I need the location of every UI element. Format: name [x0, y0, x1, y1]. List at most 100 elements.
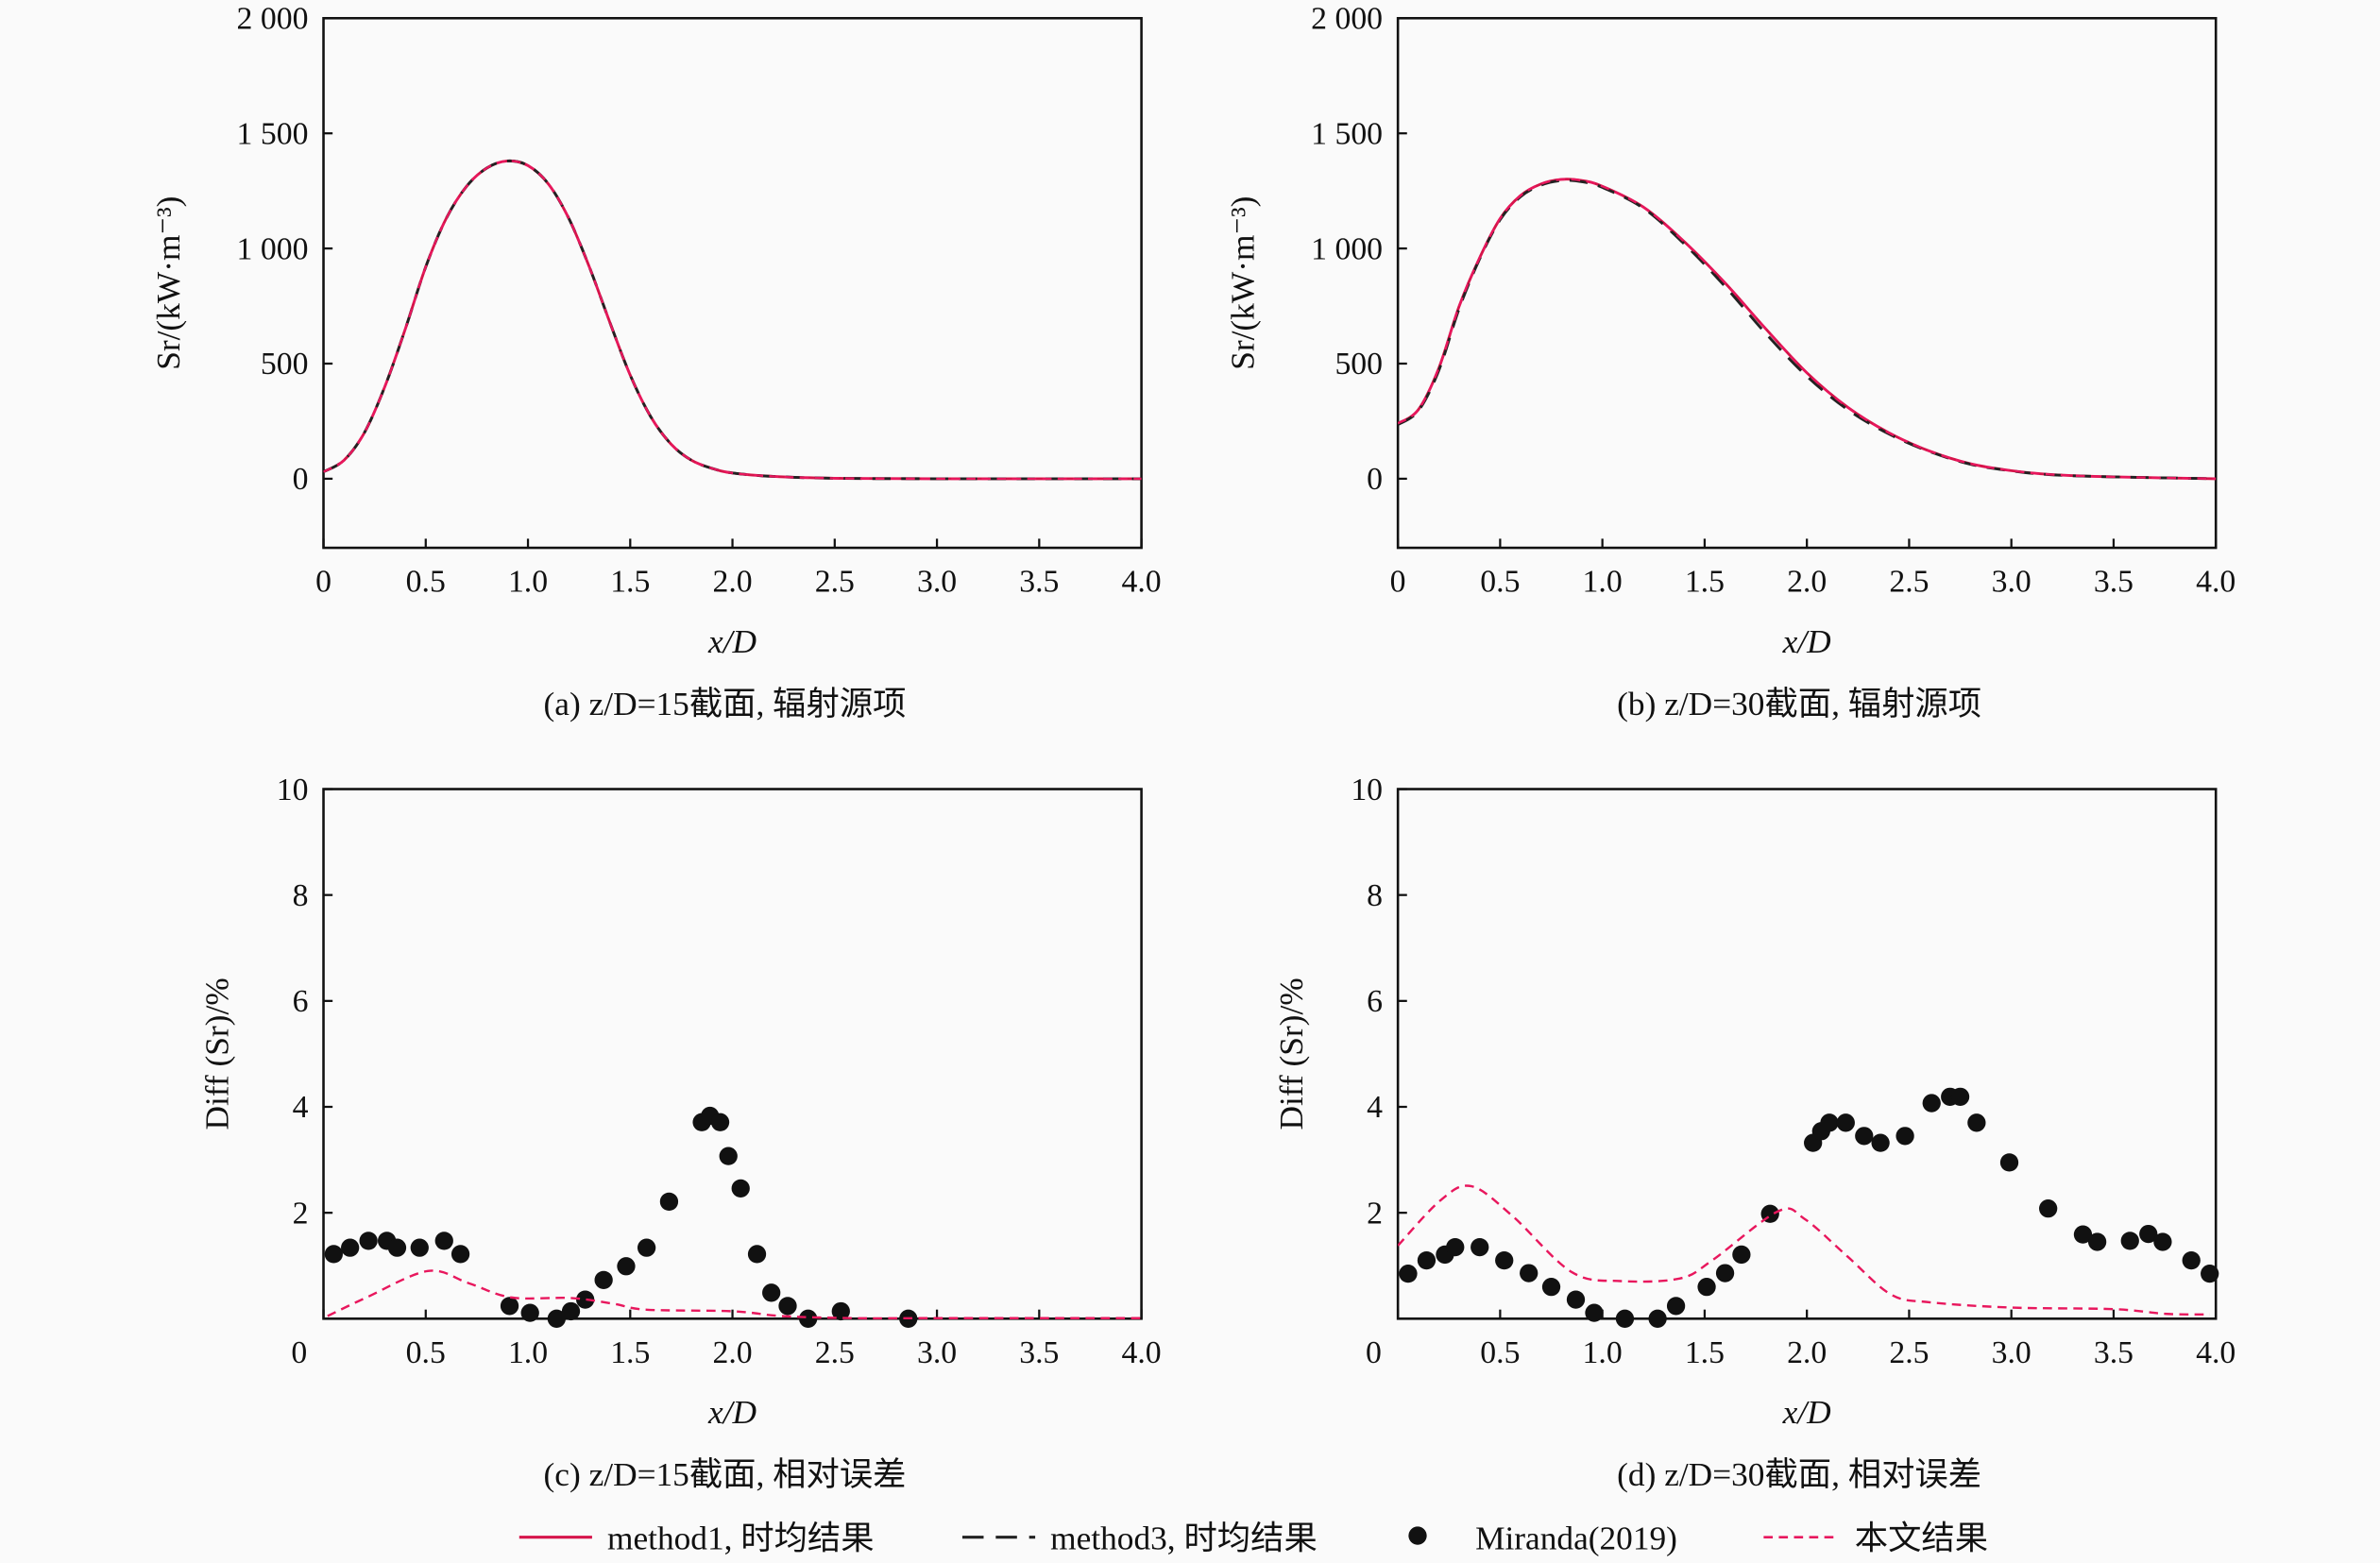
x-tick-label: 3.0: [1992, 565, 2032, 600]
miranda-data-point: [359, 1232, 378, 1250]
y-tick-label: 1 000: [237, 231, 309, 266]
y-tick-label: 0: [293, 462, 309, 497]
x-tick-label: 3.0: [1992, 1335, 2032, 1370]
series-line-present: [1398, 178, 2217, 481]
miranda-data-point: [2073, 1225, 2093, 1244]
x-tick-label: 1.5: [610, 1335, 650, 1370]
miranda-data-point: [1999, 1153, 2019, 1172]
x-tick-label: 0: [1366, 1335, 1382, 1370]
miranda-data-point: [1732, 1245, 1751, 1265]
y-axis-label: Sr/(kW·m⁻³): [150, 196, 187, 370]
miranda-data-point: [659, 1192, 679, 1212]
x-tick-label: 3.5: [2094, 565, 2134, 600]
miranda-data-point: [1715, 1264, 1735, 1283]
y-axis-label: Sr/(kW·m⁻³): [1224, 196, 1261, 370]
miranda-data-point: [341, 1238, 360, 1257]
y-tick-label: 500: [261, 347, 309, 382]
panel-caption: (a) z/D=15截面, 辐射源项: [544, 686, 907, 722]
miranda-data-point: [1666, 1297, 1686, 1316]
x-tick-label: 3.0: [917, 1335, 957, 1370]
y-tick-label: 0: [1367, 462, 1383, 497]
x-tick-label: 3.5: [1019, 565, 1059, 600]
series-line-present: [1398, 1184, 2210, 1317]
miranda-data-point: [1896, 1127, 1914, 1146]
y-tick-label: 8: [1367, 878, 1383, 913]
legend-method1-label: method1, 时均结果: [607, 1521, 875, 1557]
panel-c: 0 0.5 1.0 1.5 2.0 2.5 3.0 3.5 4.0 2 4 6 8 10 x/D Diff (…: [198, 773, 1161, 1493]
miranda-data-point: [410, 1238, 429, 1257]
panel-a: 0 0.5 1.0 1.5 2.0 2.5 3.0 3.5 4.0 0 500 1 000 1 500 2…: [150, 2, 1162, 722]
y-tick-label: 4: [293, 1090, 309, 1125]
miranda-data-point: [520, 1303, 539, 1322]
x-tick-label: 1.0: [508, 565, 548, 600]
y-tick-label: 2: [1367, 1196, 1383, 1231]
miranda-data-point: [576, 1290, 595, 1309]
x-tick-label: 1.0: [508, 1335, 548, 1370]
miranda-data-point: [1520, 1264, 1538, 1283]
panels: 0 0.5 1.0 1.5 2.0 2.5 3.0 3.5 4.0 0 500 1 000 1 500 2…: [150, 2, 2236, 1494]
x-tick-label: 1.5: [1685, 565, 1725, 600]
panel-caption: (b) z/D=30截面, 辐射源项: [1617, 686, 1981, 722]
miranda-data-point: [762, 1283, 781, 1302]
y-axis-label: Diff (Sr)/%: [198, 977, 235, 1130]
miranda-data-point: [1950, 1087, 1970, 1106]
miranda-data-point: [434, 1232, 453, 1250]
y-tick-label: 1 500: [1311, 116, 1383, 151]
x-tick-label: 4.0: [2196, 565, 2236, 600]
y-tick-label: 10: [277, 773, 309, 807]
y-tick-label: 10: [1351, 773, 1383, 807]
miranda-data-point: [1495, 1250, 1514, 1270]
x-tick-label: 4.0: [1121, 1335, 1161, 1370]
series-line-present: [323, 160, 1142, 481]
x-tick-label: 0.5: [406, 1335, 446, 1370]
x-tick-label: 0.5: [1480, 1335, 1520, 1370]
panel-b: 0 0.5 1.0 1.5 2.0 2.5 3.0 3.5 4.0 0 500 1 000 1 500 2…: [1224, 2, 2236, 722]
miranda-data-point: [731, 1179, 750, 1198]
y-tick-label: 500: [1334, 347, 1383, 382]
x-tick-label: 2.5: [1889, 1335, 1929, 1370]
miranda-data-point: [1697, 1278, 1716, 1297]
miranda-data-point: [2139, 1224, 2158, 1244]
x-tick-label: 3.5: [1019, 1335, 1059, 1370]
miranda-data-point: [799, 1309, 818, 1328]
miranda-data-point: [719, 1147, 738, 1165]
miranda-data-point: [1648, 1309, 1667, 1328]
x-tick-label: 2.5: [815, 1335, 855, 1370]
miranda-data-point: [2201, 1264, 2219, 1283]
x-tick-label: 0: [1390, 565, 1406, 600]
miranda-data-point: [1446, 1237, 1465, 1257]
x-tick-label: 3.0: [917, 565, 957, 600]
x-tick-label: 4.0: [1121, 565, 1161, 600]
miranda-data-point: [2182, 1250, 2201, 1270]
panel-caption: (d) z/D=30截面, 相对误差: [1617, 1456, 1981, 1493]
x-axis-label: x/D: [1782, 623, 1831, 660]
miranda-data-point: [1399, 1264, 1418, 1283]
miranda-data-point: [1566, 1290, 1586, 1309]
miranda-data-point: [2120, 1232, 2139, 1250]
y-tick-label: 6: [293, 984, 309, 1019]
x-tick-label: 1.0: [1583, 1335, 1623, 1370]
miranda-data-point: [1836, 1113, 1855, 1132]
miranda-data-point: [594, 1270, 613, 1290]
miranda-data-point: [1417, 1250, 1436, 1270]
miranda-data-point: [1541, 1278, 1561, 1297]
miranda-data-point: [2039, 1199, 2058, 1218]
miranda-data-point: [617, 1257, 636, 1276]
miranda-data-point: [1871, 1133, 1890, 1152]
x-tick-label: 2.0: [1787, 1335, 1827, 1370]
y-tick-label: 4: [1367, 1090, 1383, 1125]
miranda-data-point: [637, 1238, 656, 1257]
legend-present-label: 本文结果: [1855, 1521, 1988, 1557]
x-tick-label: 2.0: [712, 565, 752, 600]
x-tick-label: 4.0: [2196, 1335, 2236, 1370]
miranda-data-point: [387, 1238, 407, 1257]
y-axis-label: Diff (Sr)/%: [1273, 977, 1310, 1130]
x-tick-label: 3.5: [2094, 1335, 2134, 1370]
y-tick-label: 2: [293, 1196, 309, 1231]
x-axis-label: x/D: [707, 1394, 756, 1431]
miranda-data-point: [561, 1301, 581, 1321]
series-line-present: [327, 1269, 1142, 1320]
miranda-data-point: [1470, 1237, 1489, 1257]
miranda-data-point: [747, 1245, 767, 1264]
